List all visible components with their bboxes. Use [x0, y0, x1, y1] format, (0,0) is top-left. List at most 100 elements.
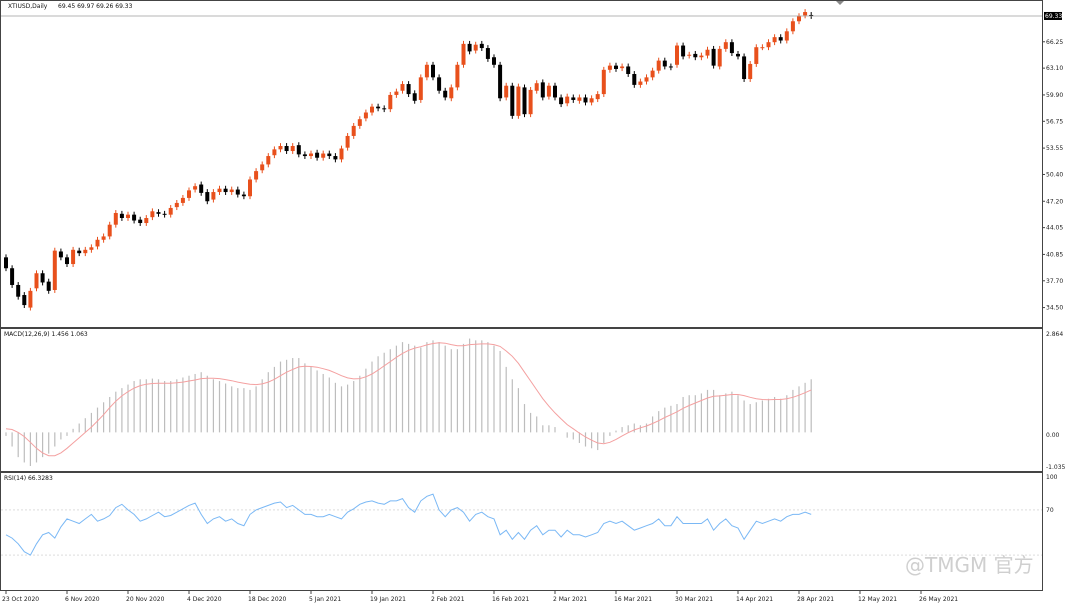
macd-zero-label: 0.00 — [1046, 432, 1060, 439]
candle — [565, 96, 570, 104]
candle — [156, 212, 161, 214]
candle — [400, 84, 405, 91]
candle — [52, 250, 57, 290]
rsi-level-label: 70 — [1046, 507, 1054, 514]
candle — [290, 146, 295, 152]
candle — [656, 60, 661, 71]
candle — [772, 37, 777, 43]
price-pane-frame — [0, 0, 1043, 328]
candle — [809, 14, 814, 16]
price-tick-label: 56.75 — [1046, 118, 1063, 125]
candle — [266, 156, 271, 165]
price-tick-label: 37.70 — [1046, 278, 1063, 285]
price-tick-label: 44.05 — [1046, 225, 1063, 232]
rsi-pane-frame — [0, 472, 1043, 591]
candle — [510, 85, 515, 116]
candle — [40, 273, 45, 283]
candle — [388, 94, 393, 110]
candle — [736, 53, 740, 57]
candle — [571, 97, 576, 100]
candle — [71, 249, 76, 265]
rsi-line — [5, 493, 812, 556]
candle — [418, 77, 423, 100]
chart-shift-marker[interactable] — [836, 1, 844, 5]
candle — [235, 189, 240, 195]
x-tick-label: 16 Mar 2021 — [614, 596, 652, 603]
rsi-top-label: 100 — [1046, 474, 1058, 481]
candle — [797, 16, 801, 22]
candle — [150, 211, 155, 218]
candle — [675, 45, 679, 65]
candle — [363, 112, 368, 119]
candle — [28, 290, 33, 308]
candle — [638, 81, 643, 85]
candle — [662, 60, 667, 67]
candle — [309, 153, 313, 157]
candle — [22, 295, 27, 306]
candle — [199, 184, 204, 193]
candle — [534, 83, 539, 91]
candle — [455, 64, 460, 88]
symbol-label: XTIUSD,Daily — [8, 3, 48, 10]
macd-label: MACD(12,26,9) 1.456 1.063 — [4, 331, 88, 338]
candle — [260, 164, 265, 171]
candle — [211, 192, 216, 200]
candle — [248, 179, 252, 197]
price-tick-label: 53.55 — [1046, 145, 1063, 152]
candle — [357, 119, 362, 126]
candle — [577, 97, 582, 101]
candle — [119, 213, 124, 218]
candle — [650, 70, 655, 78]
candle — [370, 106, 374, 113]
candle — [504, 85, 509, 98]
candle — [284, 146, 289, 152]
price-pane: 66.25 63.10 59.90 56.75 53.55 50.40 47.20 44.05… — [1, 1, 1063, 312]
candle — [644, 77, 649, 82]
candle — [205, 192, 210, 202]
x-tick-label: 2 Mar 2021 — [553, 596, 587, 603]
candle — [339, 148, 344, 160]
candle — [333, 156, 338, 160]
candle — [492, 57, 496, 65]
candle — [803, 12, 808, 16]
price-tick-label: 50.40 — [1046, 171, 1063, 178]
candle — [193, 186, 198, 190]
candle — [790, 21, 795, 32]
price-tick-label: 40.85 — [1046, 251, 1063, 258]
candle — [89, 247, 94, 250]
candle — [174, 202, 179, 208]
rsi-label: RSI(14) 66.3283 — [4, 475, 53, 482]
candle — [168, 207, 173, 215]
x-tick-label: 23 Oct 2020 — [2, 596, 39, 603]
candle — [107, 224, 112, 237]
candle — [461, 43, 466, 65]
candle — [766, 42, 771, 48]
candle — [180, 197, 185, 203]
candle — [705, 49, 710, 56]
candle — [229, 189, 234, 193]
x-tick-label: 14 Apr 2021 — [736, 596, 773, 603]
candle — [626, 66, 631, 74]
candle — [376, 106, 381, 109]
x-tick-label: 2 Feb 2021 — [431, 596, 465, 603]
candle — [754, 47, 759, 64]
candle — [10, 268, 15, 285]
candle — [546, 85, 551, 97]
candle — [382, 108, 387, 110]
candle — [95, 239, 100, 247]
candle — [528, 89, 533, 115]
candle — [479, 43, 484, 49]
x-tick-label: 30 Mar 2021 — [675, 596, 713, 603]
candle — [437, 77, 442, 91]
current-price-label: 69.33 — [1045, 13, 1062, 20]
price-tick-label: 66.25 — [1046, 39, 1063, 46]
candle — [162, 213, 167, 215]
x-tick-label: 6 Nov 2020 — [65, 596, 100, 603]
candle — [394, 91, 399, 95]
candle — [614, 65, 618, 69]
candle — [4, 257, 8, 269]
candle — [760, 47, 765, 49]
candle — [742, 56, 747, 80]
watermark: @TMGM 官方 — [905, 553, 1034, 577]
